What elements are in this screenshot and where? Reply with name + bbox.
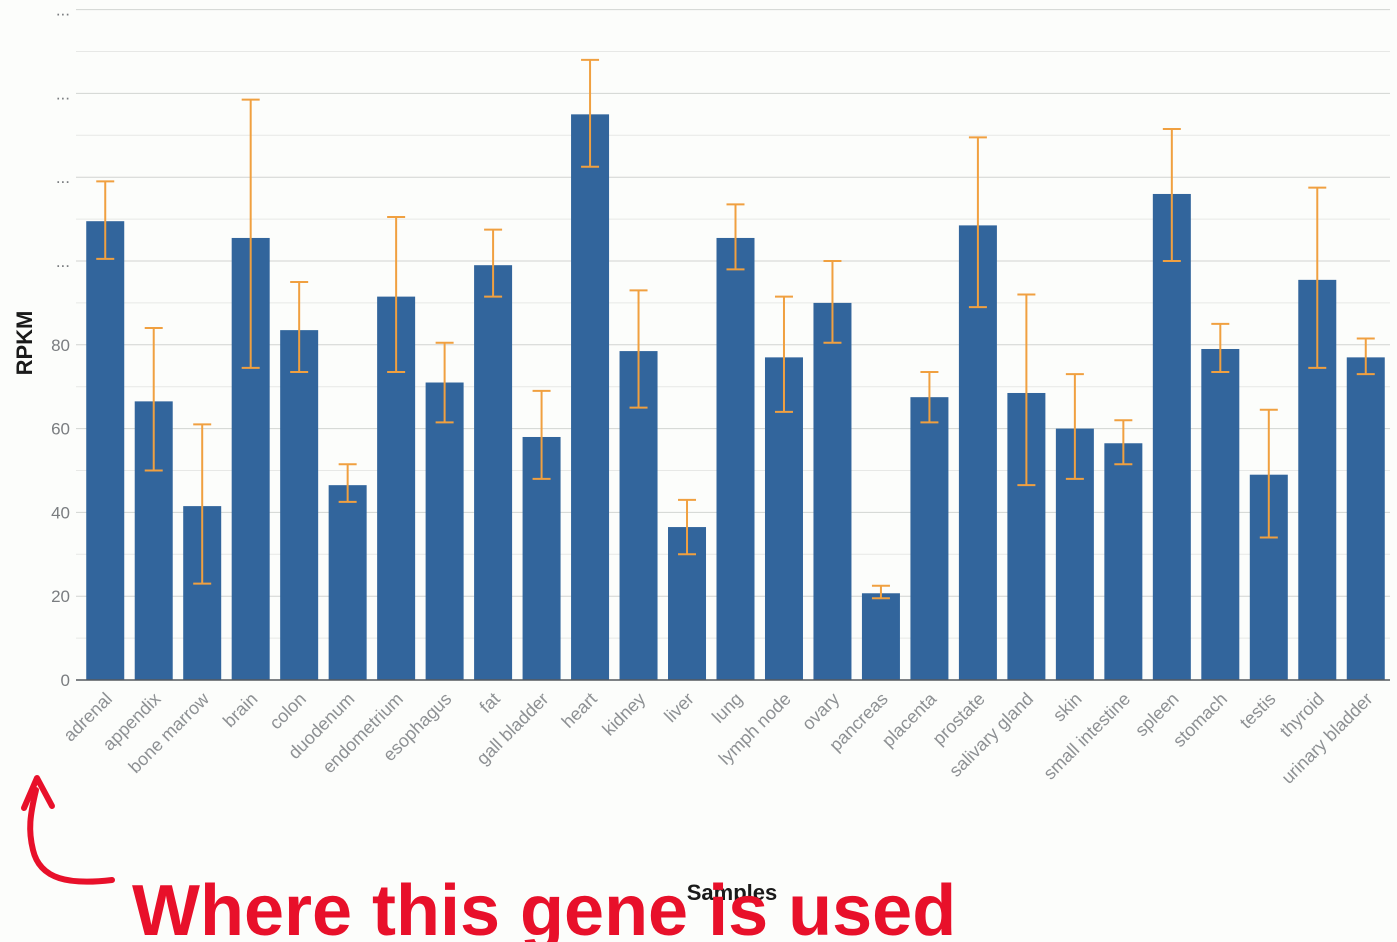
y-tick-label: 20 — [51, 587, 70, 606]
error-bar-esophagus — [435, 341, 454, 424]
bar-colon — [280, 330, 319, 680]
bar-small-intestine — [1104, 443, 1143, 680]
bars — [86, 114, 1385, 681]
error-bar-testis — [1259, 408, 1278, 539]
x-tick-label: heart — [558, 689, 601, 732]
error-bars — [96, 58, 1375, 600]
y-tick-label: 60 — [51, 420, 70, 439]
bar-duodenum — [328, 485, 367, 680]
x-tick-label: skin — [1049, 689, 1086, 726]
x-tick-label: testis — [1236, 689, 1280, 733]
error-bar-kidney — [629, 289, 648, 409]
error-bar-stomach — [1211, 322, 1230, 374]
x-tick-label: salivary gland — [945, 689, 1037, 781]
x-tick-label: placenta — [878, 688, 941, 751]
error-bar-bone-marrow — [193, 423, 212, 585]
x-tick-label: small intestine — [1039, 689, 1134, 784]
error-bar-duodenum — [338, 463, 357, 503]
annotation-arrow — [21, 775, 115, 885]
error-bar-liver — [678, 498, 697, 556]
x-axis-title: Samples — [687, 880, 778, 905]
y-tick-labels: 0 20 40 60 80............ — [51, 1, 70, 690]
error-bar-prostate — [968, 136, 987, 309]
error-bar-placenta — [920, 371, 939, 424]
x-tick-label: fat — [476, 689, 504, 717]
error-bar-urinary-bladder — [1356, 337, 1375, 376]
error-bar-adrenal — [96, 180, 115, 260]
y-tick-label: 40 — [51, 503, 70, 522]
error-bar-brain — [241, 98, 260, 369]
x-tick-label: kidney — [598, 689, 649, 740]
bar-pancreas — [861, 593, 900, 680]
bar-ovary — [813, 302, 852, 680]
error-bar-heart — [581, 58, 600, 168]
error-bar-colon — [290, 280, 309, 374]
error-bar-lymph-node — [774, 295, 793, 413]
annotation-text: Where this gene is used — [132, 871, 956, 942]
error-bar-gall-bladder — [532, 389, 551, 480]
error-bar-endometrium — [387, 216, 406, 374]
y-tick-label: 80 — [51, 336, 70, 355]
bar-urinary-bladder — [1346, 357, 1385, 680]
y-tick-label: ... — [56, 168, 70, 187]
bar-spleen — [1152, 193, 1191, 680]
error-bar-small-intestine — [1114, 419, 1133, 466]
x-tick-label: lung — [708, 689, 746, 727]
error-bar-appendix — [144, 327, 163, 472]
error-bar-skin — [1065, 373, 1084, 480]
error-bar-spleen — [1162, 128, 1181, 262]
y-tick-label: ... — [56, 84, 70, 103]
error-bar-pancreas — [871, 584, 890, 600]
error-bar-thyroid — [1308, 186, 1327, 369]
y-tick-label: ... — [56, 1, 70, 20]
error-bar-fat — [484, 228, 503, 298]
y-tick-label: 0 — [61, 671, 70, 690]
bar-stomach — [1201, 348, 1240, 680]
bar-lung — [716, 237, 755, 680]
x-tick-label: colon — [265, 689, 310, 734]
x-tick-label: brain — [219, 689, 261, 731]
error-bar-salivary-gland — [1017, 293, 1036, 487]
error-bar-ovary — [823, 260, 842, 344]
bar-fat — [474, 265, 513, 680]
error-bar-lung — [726, 203, 745, 271]
bar-placenta — [910, 397, 949, 680]
curved-arrow-shaft — [27, 787, 115, 885]
bar-esophagus — [425, 382, 464, 680]
x-tick-label: liver — [660, 689, 697, 726]
bar-heart — [571, 114, 610, 681]
y-axis-title: RPKM — [12, 311, 37, 376]
arrow-head-icon — [21, 775, 55, 811]
y-tick-label: ... — [56, 252, 70, 271]
bar-adrenal — [86, 221, 125, 680]
x-tick-label: stomach — [1169, 689, 1231, 751]
x-tick-label: ovary — [798, 689, 843, 734]
